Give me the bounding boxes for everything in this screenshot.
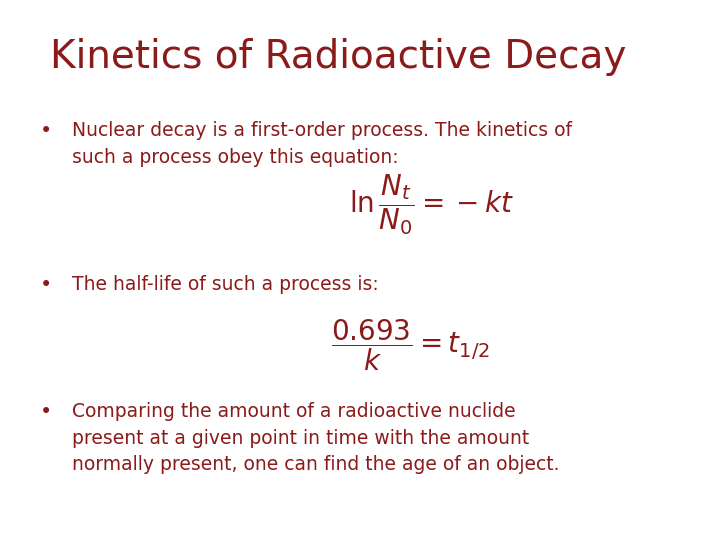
Text: •: •	[40, 402, 52, 422]
Text: $\dfrac{0.693}{k} = t_{1/2}$: $\dfrac{0.693}{k} = t_{1/2}$	[331, 318, 490, 374]
Text: Nuclear decay is a first-order process. The kinetics of
such a process obey this: Nuclear decay is a first-order process. …	[72, 122, 572, 167]
Text: The half-life of such a process is:: The half-life of such a process is:	[72, 275, 379, 294]
Text: •: •	[40, 122, 52, 141]
Text: Kinetics of Radioactive Decay: Kinetics of Radioactive Decay	[50, 38, 627, 76]
Text: •: •	[40, 275, 52, 295]
Text: $\mathrm{ln}\,\dfrac{N_t}{N_0} = -kt$: $\mathrm{ln}\,\dfrac{N_t}{N_0} = -kt$	[349, 173, 515, 238]
Text: Comparing the amount of a radioactive nuclide
present at a given point in time w: Comparing the amount of a radioactive nu…	[72, 402, 559, 474]
